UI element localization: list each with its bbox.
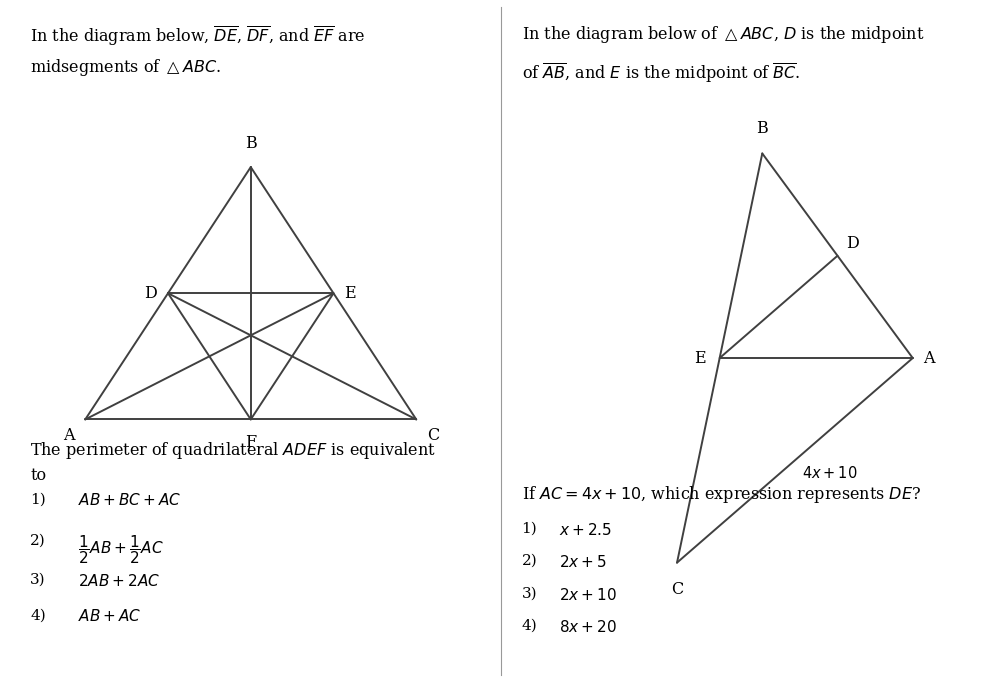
Text: 4): 4) — [30, 608, 46, 623]
Text: $AB + AC$: $AB + AC$ — [78, 608, 141, 624]
Text: 2): 2) — [521, 554, 537, 568]
Text: $AB + BC + AC$: $AB + BC + AC$ — [78, 492, 180, 508]
Text: The perimeter of quadrilateral $ADEF$ is equivalent
to: The perimeter of quadrilateral $ADEF$ is… — [30, 440, 436, 484]
Text: 3): 3) — [30, 573, 46, 587]
Text: A: A — [63, 427, 74, 444]
Text: In the diagram below, $\overline{DE}$, $\overline{DF}$, and $\overline{EF}$ are: In the diagram below, $\overline{DE}$, $… — [30, 24, 366, 48]
Text: of $\overline{AB}$, and $E$ is the midpoint of $\overline{BC}$.: of $\overline{AB}$, and $E$ is the midpo… — [521, 61, 800, 85]
Text: $4x + 10$: $4x + 10$ — [802, 465, 857, 481]
Text: E: E — [345, 285, 356, 301]
Text: A: A — [922, 350, 934, 366]
Text: C: C — [670, 581, 682, 598]
Text: B: B — [244, 135, 257, 152]
Text: $\dfrac{1}{2}AB + \dfrac{1}{2}AC$: $\dfrac{1}{2}AB + \dfrac{1}{2}AC$ — [78, 533, 163, 566]
Text: D: D — [144, 285, 156, 301]
Text: $2x + 10$: $2x + 10$ — [559, 587, 616, 602]
Text: $8x + 20$: $8x + 20$ — [559, 619, 616, 634]
Text: midsegments of $\triangle ABC$.: midsegments of $\triangle ABC$. — [30, 57, 220, 78]
Text: 4): 4) — [521, 619, 537, 633]
Text: 2): 2) — [30, 533, 46, 548]
Text: $2x + 5$: $2x + 5$ — [559, 554, 606, 569]
Text: $2AB + 2AC$: $2AB + 2AC$ — [78, 573, 159, 589]
Text: If $AC = 4x + 10$, which expression represents $DE$?: If $AC = 4x + 10$, which expression repr… — [521, 484, 920, 505]
Text: B: B — [756, 120, 768, 137]
Text: 1): 1) — [30, 492, 46, 507]
Text: In the diagram below of $\triangle ABC$, $D$ is the midpoint: In the diagram below of $\triangle ABC$,… — [521, 24, 923, 45]
Text: C: C — [427, 427, 439, 444]
Text: 3): 3) — [521, 587, 537, 601]
Text: F: F — [244, 434, 257, 451]
Text: 1): 1) — [521, 522, 537, 536]
Text: D: D — [846, 235, 859, 252]
Text: E: E — [693, 350, 705, 366]
Text: $x + 2.5$: $x + 2.5$ — [559, 522, 611, 537]
